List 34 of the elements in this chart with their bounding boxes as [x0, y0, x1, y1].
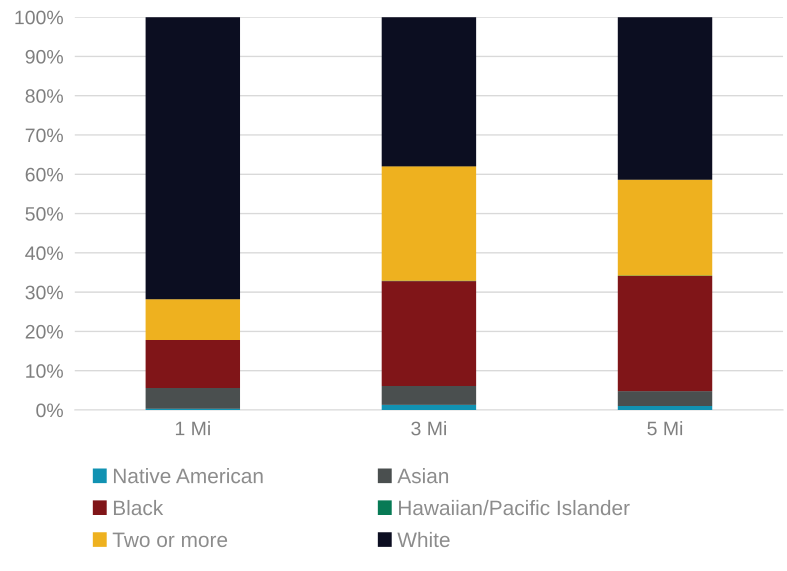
bar	[618, 406, 712, 410]
legend-label: Hawaiian/Pacific Islander	[398, 500, 630, 516]
legend-label: White	[397, 532, 450, 548]
bar	[382, 17, 476, 166]
bar	[146, 299, 240, 340]
bar	[146, 17, 240, 300]
bar	[618, 391, 712, 406]
legend-label: Black	[114, 500, 164, 516]
bar	[618, 180, 712, 276]
bar	[618, 276, 712, 392]
bar	[146, 340, 240, 388]
y-tick-label: 10%	[26, 364, 63, 378]
legend-label: Asian	[397, 468, 448, 484]
bar	[618, 17, 712, 180]
x-tick-label: 5 Mi	[647, 421, 682, 436]
y-tick-label: 100%	[15, 10, 63, 24]
y-tick-label: 80%	[26, 89, 63, 103]
y-tick-label: 20%	[26, 324, 63, 339]
legend-label: Native American	[114, 468, 263, 484]
y-tick-label: 70%	[26, 128, 63, 142]
y-tick-label: 50%	[26, 207, 63, 221]
x-tick-label: 3 Mi	[411, 421, 446, 436]
y-tick-label: 30%	[25, 286, 63, 300]
bar	[382, 404, 476, 410]
y-tick-label: 60%	[26, 168, 63, 182]
bar	[382, 386, 476, 405]
y-tick-label: 40%	[25, 246, 63, 260]
bar	[382, 281, 476, 386]
bar	[382, 166, 476, 281]
y-tick-label: 90%	[26, 50, 63, 64]
bar	[146, 388, 240, 409]
legend-label: Two or more	[112, 532, 228, 548]
y-tick-label: 0%	[36, 403, 63, 418]
x-tick-label: 1 Mi	[176, 421, 210, 436]
